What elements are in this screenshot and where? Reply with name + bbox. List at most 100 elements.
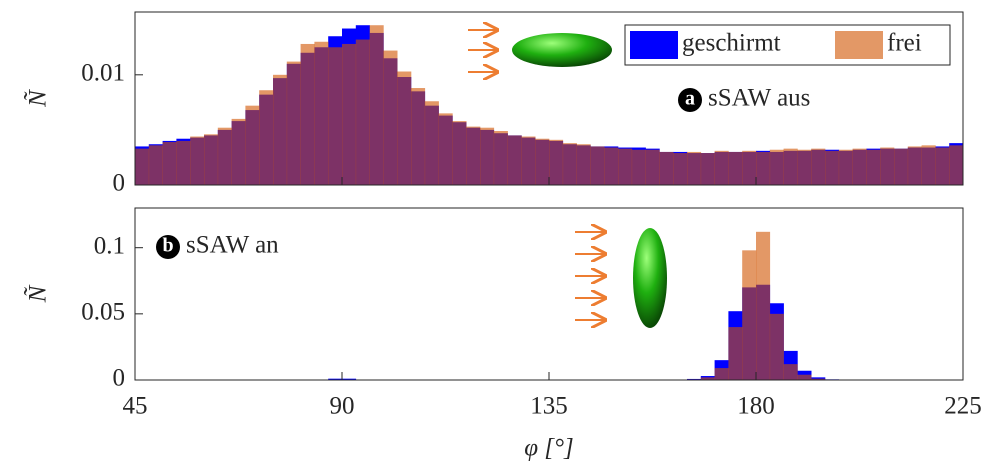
y-axis-label: Ñ xyxy=(24,89,52,108)
bar xyxy=(783,364,798,380)
ellipsoid xyxy=(512,33,612,67)
bar xyxy=(148,145,163,185)
y-tick-label: 0.01 xyxy=(81,60,125,87)
legend-swatch xyxy=(630,31,678,59)
bar xyxy=(438,113,453,185)
bar xyxy=(894,148,909,185)
bar xyxy=(797,149,812,185)
bar xyxy=(190,136,205,185)
bar xyxy=(135,148,150,185)
bar xyxy=(921,145,936,185)
bar xyxy=(342,378,357,380)
bar xyxy=(811,378,826,380)
plots: 0 0.01 Ñ a sSAW aus geschirmt frei 0 0.05 0.1 45 90… xyxy=(24,11,982,462)
bar xyxy=(700,377,715,380)
bar xyxy=(769,149,784,185)
annotation-marker-label: b xyxy=(162,235,173,257)
bar xyxy=(300,43,315,185)
y-tick-label: 0.1 xyxy=(94,232,125,259)
bar xyxy=(783,148,798,185)
x-tick-label: 135 xyxy=(530,393,568,420)
x-axis-label: φ [°] xyxy=(524,435,574,462)
legend-swatch xyxy=(835,31,883,59)
bar xyxy=(728,151,743,185)
annotation: sSAW aus xyxy=(708,85,810,112)
x-tick-label: 90 xyxy=(330,393,355,420)
bar xyxy=(728,327,743,380)
bar xyxy=(549,139,564,185)
annotation-marker xyxy=(156,235,180,259)
bar xyxy=(411,88,426,185)
x-tick-label: 225 xyxy=(944,393,982,420)
bar xyxy=(756,231,771,380)
bar xyxy=(852,148,867,185)
annotation-marker-label: a xyxy=(685,88,695,110)
bar xyxy=(259,90,274,185)
annotation-marker xyxy=(678,88,702,112)
bar xyxy=(452,121,467,185)
bar xyxy=(342,43,357,185)
bar xyxy=(328,47,343,186)
bar xyxy=(286,61,301,186)
bar xyxy=(645,149,660,185)
bar xyxy=(949,145,964,185)
bar xyxy=(397,71,412,185)
bar xyxy=(493,131,508,185)
bar xyxy=(576,144,591,185)
y-tick-label: 0 xyxy=(113,365,126,392)
bar xyxy=(907,146,922,185)
bar xyxy=(631,149,646,185)
bar xyxy=(742,150,757,185)
bar xyxy=(687,151,702,185)
annotation: sSAW an xyxy=(186,232,279,259)
decoration-top xyxy=(468,30,612,72)
bar xyxy=(811,148,826,185)
legend-label: frei xyxy=(887,30,922,57)
bar xyxy=(162,142,177,185)
x-tick-label: 180 xyxy=(737,393,775,420)
bar xyxy=(369,25,384,185)
bar xyxy=(245,105,260,185)
bar xyxy=(756,151,771,185)
bar xyxy=(769,313,784,380)
bar xyxy=(714,368,729,380)
bar xyxy=(590,146,605,185)
bar xyxy=(273,74,288,185)
bar xyxy=(466,126,481,185)
decoration-bottom xyxy=(575,228,667,328)
y-axis-label: Ñ xyxy=(24,284,52,303)
bar xyxy=(935,147,950,185)
bar xyxy=(562,143,577,185)
legend-box xyxy=(624,24,951,66)
y-tick-label: 0.05 xyxy=(81,299,125,326)
bar xyxy=(424,101,439,185)
bar xyxy=(535,138,550,185)
bar xyxy=(217,127,232,185)
bar xyxy=(659,151,674,185)
bar xyxy=(383,50,398,185)
bar xyxy=(176,140,191,185)
ellipsoid xyxy=(633,228,667,328)
bar xyxy=(673,153,688,185)
bar xyxy=(797,374,812,380)
x-tick-label: 45 xyxy=(123,393,148,420)
bar xyxy=(480,127,495,185)
bar xyxy=(314,41,329,186)
bar xyxy=(521,136,536,185)
y-tick-label: 0 xyxy=(113,170,126,197)
bar xyxy=(507,135,522,185)
bar xyxy=(825,150,840,185)
bar xyxy=(231,118,246,185)
bar xyxy=(838,149,853,185)
bar xyxy=(328,378,343,380)
bar xyxy=(700,153,715,185)
bar xyxy=(866,149,881,185)
bar xyxy=(742,250,757,380)
bar xyxy=(204,134,219,185)
bar xyxy=(880,147,895,185)
bar xyxy=(355,39,370,185)
bar xyxy=(604,147,619,185)
bar xyxy=(714,150,729,185)
